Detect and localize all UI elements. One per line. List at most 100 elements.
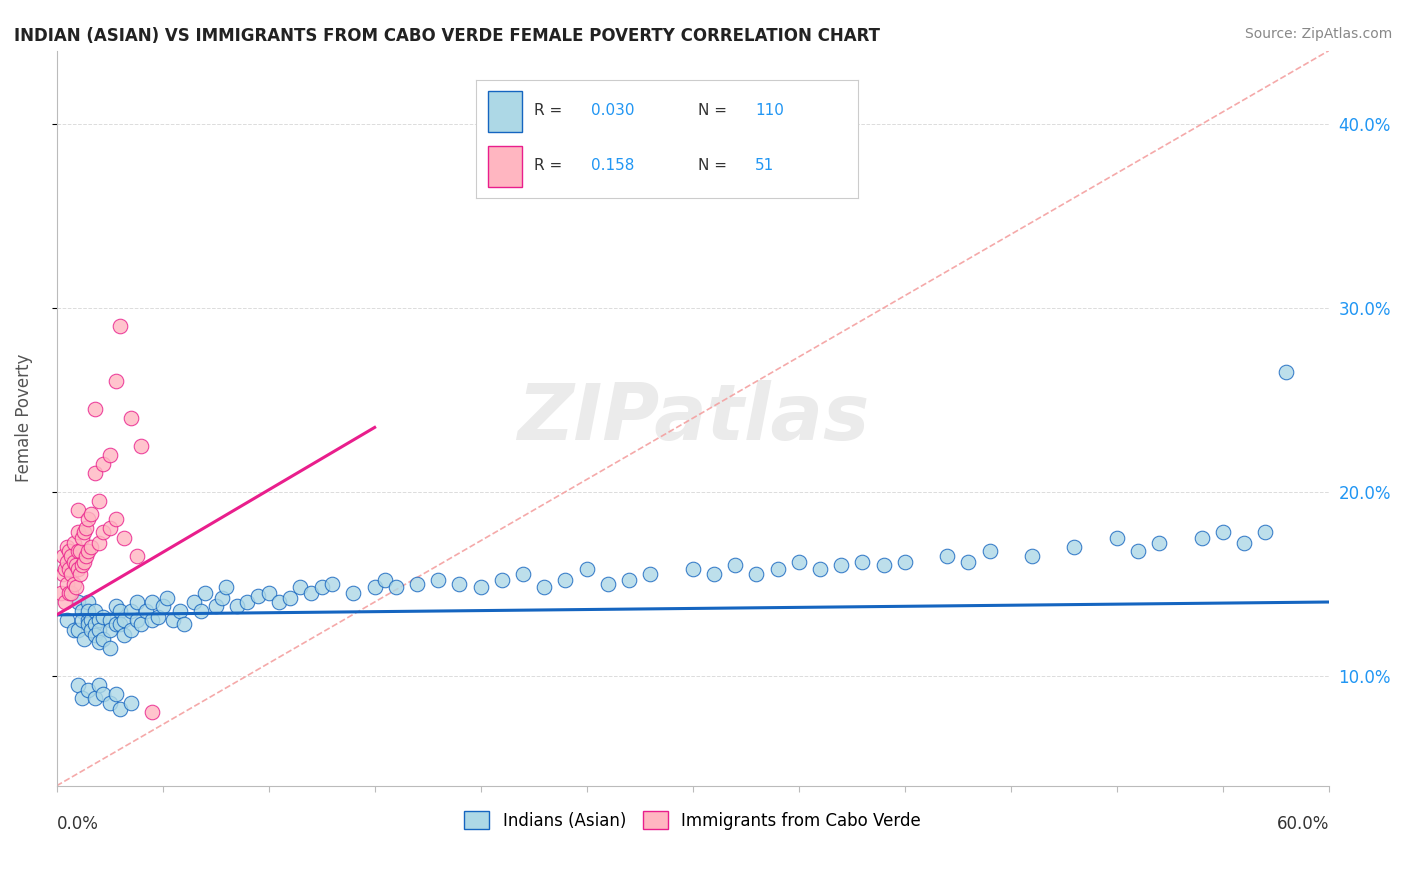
Point: [73, 555, 96, 569]
Point: [385, 580, 408, 594]
Point: [87, 614, 110, 628]
Legend: Indians (Asian), Immigrants from Cabo Verde: Indians (Asian), Immigrants from Cabo Ve…: [458, 805, 928, 837]
Point: [77, 543, 100, 558]
Point: [66, 525, 89, 540]
Point: [60, 549, 83, 563]
Point: [91, 457, 114, 471]
Point: [66, 562, 89, 576]
Point: [53, 562, 76, 576]
Point: [98, 448, 121, 462]
Point: [62, 536, 84, 550]
Point: [52, 567, 75, 582]
Point: [247, 590, 270, 604]
Point: [512, 567, 534, 582]
Y-axis label: Female Poverty: Female Poverty: [15, 354, 32, 483]
Point: [120, 623, 142, 637]
Point: [58, 586, 80, 600]
Point: [1147, 536, 1170, 550]
Point: [787, 555, 810, 569]
Point: [60, 586, 83, 600]
Point: [148, 609, 170, 624]
Point: [470, 580, 492, 594]
Point: [77, 683, 100, 698]
Point: [104, 512, 127, 526]
Point: [575, 562, 598, 576]
Point: [1212, 525, 1234, 540]
Point: [114, 531, 136, 545]
Point: [77, 512, 100, 526]
Point: [278, 591, 301, 606]
Point: [70, 531, 93, 545]
Point: [62, 623, 84, 637]
Point: [77, 604, 100, 618]
Point: [491, 573, 513, 587]
Point: [299, 586, 322, 600]
Point: [87, 494, 110, 508]
Point: [406, 576, 429, 591]
Point: [66, 623, 89, 637]
Point: [58, 543, 80, 558]
Point: [682, 562, 704, 576]
Point: [75, 521, 97, 535]
Point: [1275, 365, 1298, 379]
Point: [135, 604, 157, 618]
Point: [141, 614, 163, 628]
Point: [73, 525, 96, 540]
Point: [162, 614, 184, 628]
Point: [60, 567, 83, 582]
Point: [830, 558, 852, 573]
Point: [533, 580, 555, 594]
Text: 60.0%: 60.0%: [1277, 815, 1329, 833]
Point: [269, 595, 291, 609]
Point: [98, 640, 121, 655]
Point: [321, 576, 343, 591]
Point: [73, 632, 96, 646]
Point: [131, 617, 153, 632]
Text: 0.0%: 0.0%: [56, 815, 98, 833]
Point: [83, 628, 105, 642]
Point: [554, 573, 576, 587]
Point: [83, 604, 105, 618]
Point: [766, 562, 789, 576]
Point: [808, 562, 831, 576]
Point: [215, 580, 238, 594]
Point: [104, 687, 127, 701]
Point: [98, 521, 121, 535]
Point: [596, 576, 619, 591]
Point: [936, 549, 959, 563]
Point: [91, 525, 114, 540]
Point: [83, 690, 105, 705]
Point: [104, 375, 127, 389]
Point: [110, 604, 132, 618]
Point: [83, 467, 105, 481]
Point: [745, 567, 768, 582]
Point: [236, 595, 259, 609]
Point: [204, 599, 226, 613]
Point: [156, 591, 179, 606]
Point: [52, 549, 75, 563]
Point: [893, 555, 915, 569]
Point: [49, 586, 72, 600]
Point: [56, 576, 79, 591]
Text: INDIAN (ASIAN) VS IMMIGRANTS FROM CABO VERDE FEMALE POVERTY CORRELATION CHART: INDIAN (ASIAN) VS IMMIGRANTS FROM CABO V…: [14, 27, 880, 45]
Point: [190, 604, 212, 618]
Point: [1254, 525, 1277, 540]
Point: [53, 595, 76, 609]
Point: [290, 580, 312, 594]
Point: [120, 411, 142, 425]
Point: [83, 402, 105, 417]
Point: [77, 617, 100, 632]
Point: [56, 540, 79, 554]
Point: [65, 580, 87, 594]
Point: [173, 617, 195, 632]
Point: [66, 543, 89, 558]
Point: [56, 555, 79, 569]
Point: [427, 573, 450, 587]
Point: [211, 591, 233, 606]
Point: [342, 586, 364, 600]
Point: [1191, 531, 1213, 545]
Point: [87, 635, 110, 649]
Point: [1021, 549, 1043, 563]
Point: [66, 595, 89, 609]
Point: [69, 543, 91, 558]
